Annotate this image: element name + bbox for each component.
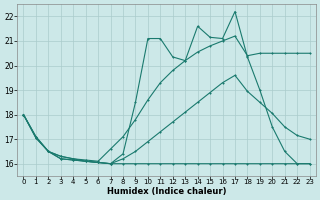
X-axis label: Humidex (Indice chaleur): Humidex (Indice chaleur) bbox=[107, 187, 226, 196]
